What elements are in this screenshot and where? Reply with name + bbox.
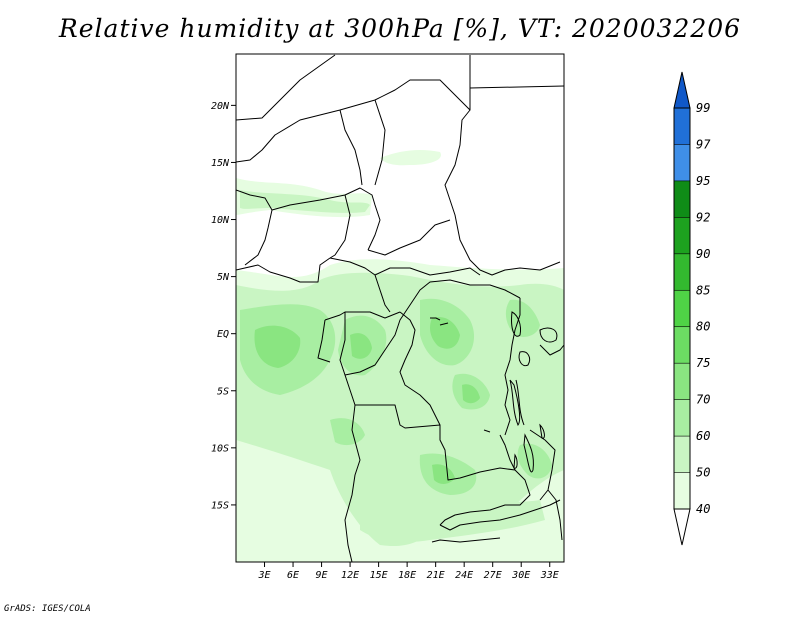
lat-tick-label: 15S <box>211 500 229 511</box>
lon-tick-label: 30E <box>511 570 530 581</box>
colorbar-label: 70 <box>696 393 710 407</box>
colorbar-label: 90 <box>696 247 710 261</box>
colorbar-bin <box>674 326 690 364</box>
colorbar-label: 40 <box>696 502 710 516</box>
lat-tick-label: 20N <box>211 101 230 112</box>
colorbar-label: 92 <box>696 210 710 224</box>
country-borders <box>236 54 564 562</box>
colorbar-label: 80 <box>696 320 710 334</box>
lon-tick-label: 27E <box>484 570 502 581</box>
colorbar-bin <box>674 108 690 145</box>
colorbar-bin <box>674 144 690 181</box>
colorbar-bin <box>674 363 690 400</box>
colorbar-label: 99 <box>696 101 710 115</box>
lon-tick-label: 6E <box>287 570 299 581</box>
lon-tick-label: 21E <box>427 570 445 581</box>
lon-tick-label: 12E <box>341 570 359 581</box>
map-axes: 3E 6E 9E 12E 15E 18E 21E 24E 27E 30E 33E 20N 15N 10N 5… <box>211 101 559 581</box>
colorbar-bin <box>674 472 690 509</box>
lat-tick-label: 5S <box>217 386 229 397</box>
lon-tick-label: 3E <box>257 570 270 581</box>
humidity-contours <box>236 150 564 562</box>
colorbar-label: 97 <box>696 137 711 151</box>
colorbar-label: 60 <box>696 429 710 443</box>
colorbar-bin <box>674 217 690 254</box>
map-frame <box>235 53 565 563</box>
colorbar-bin <box>674 253 690 291</box>
lat-tick-label: EQ <box>217 329 229 340</box>
colorbar-bin <box>674 399 690 437</box>
colorbar-label: 85 <box>696 283 710 297</box>
colorbar-label: 95 <box>696 174 710 188</box>
lon-tick-label: 9E <box>316 570 328 581</box>
colorbar-legend: 40 50 60 70 75 80 85 90 92 95 97 99 <box>673 71 711 546</box>
lon-tick-label: 18E <box>398 570 416 581</box>
colorbar-label: 50 <box>696 466 710 480</box>
lon-tick-label: 33E <box>540 570 559 581</box>
colorbar-bin <box>674 180 690 218</box>
colorbar-bin <box>674 290 690 327</box>
lon-tick-label: 15E <box>370 570 388 581</box>
grads-credit: GrADS: IGES/COLA <box>4 604 91 614</box>
colorbar-bin <box>673 71 691 109</box>
lat-tick-label: 15N <box>211 158 230 169</box>
lakes <box>430 311 558 473</box>
lat-tick-label: 5N <box>217 272 230 283</box>
rh-70-75-region <box>254 316 480 484</box>
map-title: Relative humidity at 300hPa [%], VT: 202… <box>58 14 742 43</box>
lat-tick-label: 10N <box>211 215 230 226</box>
lon-tick-label: 24E <box>455 570 473 581</box>
colorbar-label: 75 <box>696 356 710 370</box>
lat-tick-label: 10S <box>211 443 229 454</box>
colorbar-bin <box>673 508 691 546</box>
colorbar-bin <box>674 436 690 473</box>
